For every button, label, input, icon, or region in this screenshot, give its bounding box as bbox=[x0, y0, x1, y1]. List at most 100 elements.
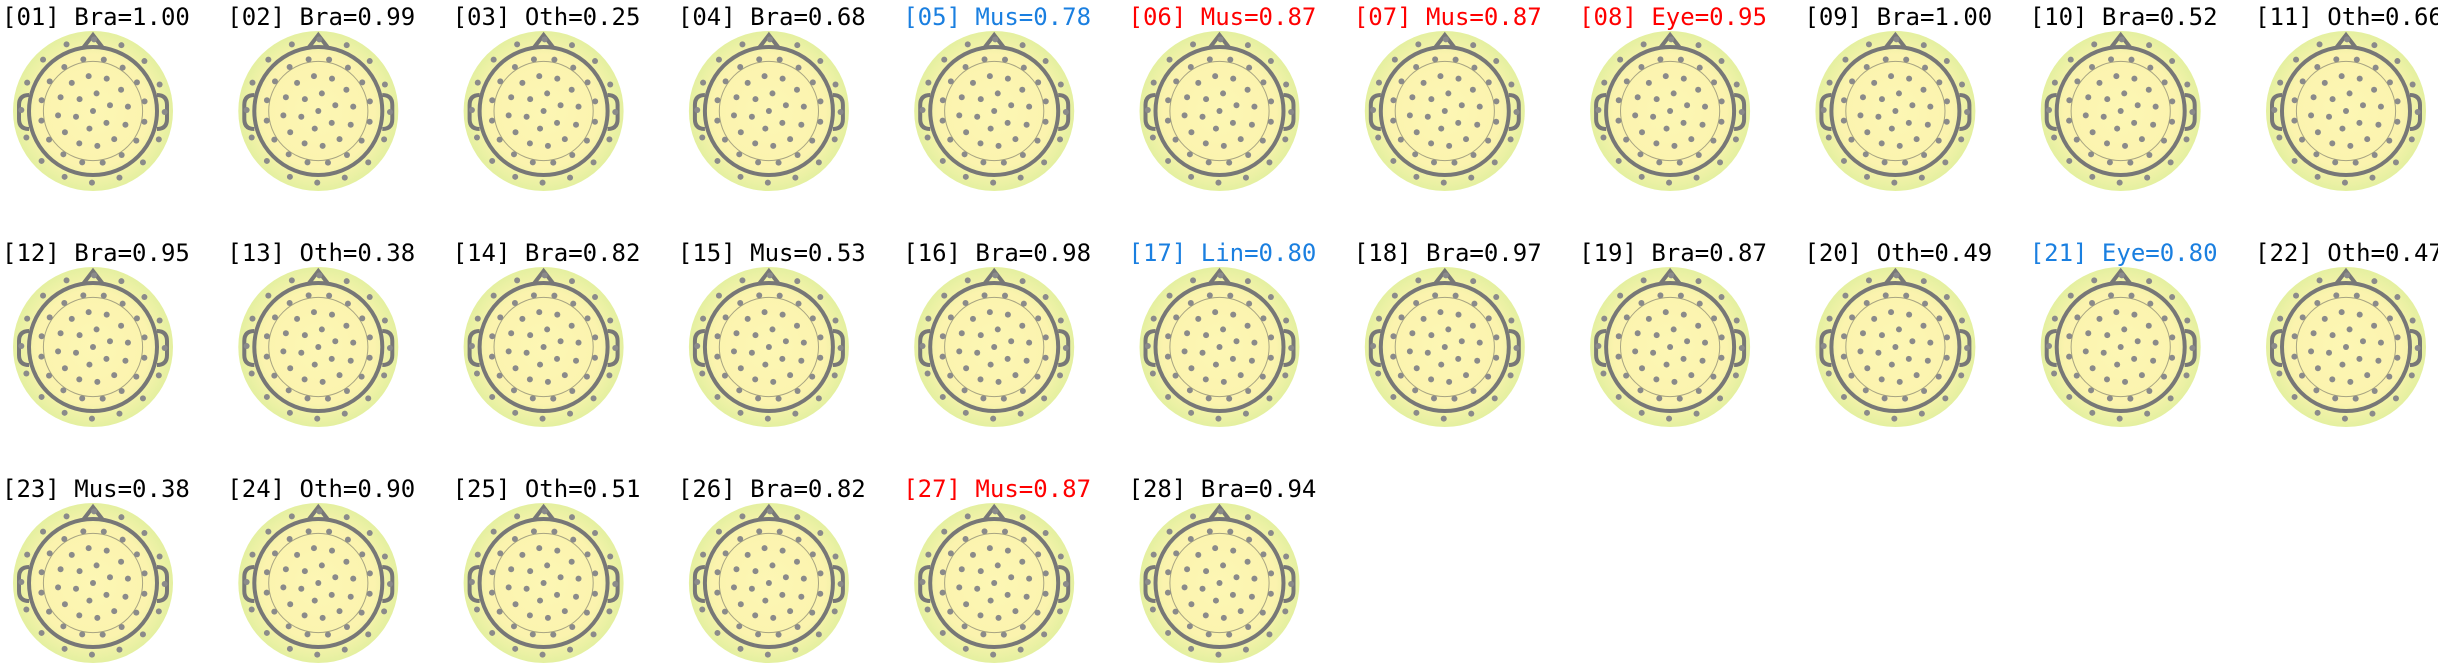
electrode bbox=[992, 508, 999, 515]
electrode bbox=[1840, 157, 1847, 164]
contour bbox=[718, 60, 820, 162]
electrode bbox=[1230, 311, 1237, 318]
electrode bbox=[939, 97, 946, 104]
electrode bbox=[1645, 315, 1652, 322]
electrode bbox=[343, 86, 350, 93]
electrode bbox=[769, 326, 776, 333]
electrode bbox=[755, 395, 762, 402]
electrode bbox=[1623, 314, 1630, 321]
electrode bbox=[1826, 79, 1833, 86]
electrode bbox=[1203, 568, 1210, 575]
electrode bbox=[366, 354, 373, 361]
electrode bbox=[765, 108, 772, 114]
electrode bbox=[301, 332, 308, 339]
electrode bbox=[1826, 315, 1833, 322]
electrode bbox=[1638, 173, 1645, 180]
electrode bbox=[986, 73, 993, 80]
electrode bbox=[995, 614, 1002, 621]
electrode bbox=[305, 528, 312, 535]
electrode bbox=[1840, 117, 1847, 124]
electrode bbox=[1670, 90, 1677, 97]
head-outline bbox=[477, 281, 610, 413]
electrode bbox=[714, 157, 721, 164]
left-ear bbox=[17, 565, 30, 603]
electrode bbox=[2414, 345, 2421, 352]
electrode bbox=[118, 558, 125, 565]
nose bbox=[81, 31, 105, 50]
electrode bbox=[939, 629, 946, 636]
electrode bbox=[285, 623, 292, 630]
electrode bbox=[554, 547, 561, 554]
electrode bbox=[1864, 129, 1871, 136]
component-label: [23] Mus=0.38 bbox=[2, 475, 190, 503]
electrode bbox=[332, 574, 339, 581]
electrode bbox=[1881, 395, 1888, 402]
electrode bbox=[1186, 387, 1193, 394]
electrode bbox=[539, 651, 546, 658]
electrode bbox=[343, 151, 350, 158]
head-outline bbox=[1153, 45, 1286, 177]
electrode bbox=[2359, 102, 2366, 109]
nose bbox=[532, 31, 556, 50]
electrode bbox=[770, 614, 777, 621]
electrode bbox=[1188, 409, 1195, 416]
electrode bbox=[490, 56, 497, 63]
electrode bbox=[817, 590, 824, 597]
electrode bbox=[2085, 330, 2092, 337]
electrode bbox=[510, 387, 517, 394]
electrode bbox=[473, 134, 480, 141]
head-outline bbox=[27, 45, 159, 177]
electrode bbox=[2103, 376, 2110, 383]
electrode bbox=[496, 608, 503, 615]
electrode bbox=[2066, 97, 2073, 104]
electrode bbox=[514, 513, 521, 520]
electrode bbox=[794, 623, 801, 630]
electrode bbox=[752, 332, 759, 339]
electrode bbox=[798, 593, 805, 600]
electrode bbox=[1206, 528, 1213, 535]
electrode bbox=[2293, 292, 2300, 299]
electrode bbox=[1173, 550, 1180, 557]
electrode bbox=[1002, 56, 1009, 63]
electrode bbox=[139, 631, 146, 638]
electrode bbox=[1190, 41, 1197, 48]
electrode bbox=[288, 277, 295, 284]
nose bbox=[982, 267, 1006, 286]
electrode bbox=[2293, 56, 2300, 63]
electrode bbox=[2356, 355, 2363, 362]
electrode bbox=[510, 151, 517, 158]
electrode bbox=[1446, 378, 1453, 385]
electrode bbox=[1507, 372, 1514, 379]
electrode bbox=[1390, 353, 1397, 360]
electrode bbox=[2371, 322, 2378, 329]
topomap bbox=[238, 503, 399, 663]
electrode bbox=[529, 631, 536, 638]
electrode bbox=[1428, 376, 1435, 383]
electrode bbox=[2310, 330, 2317, 337]
electrode bbox=[366, 58, 373, 65]
electrode bbox=[782, 102, 789, 109]
electrode bbox=[1717, 159, 1724, 166]
electrode bbox=[1710, 373, 1717, 380]
topomap bbox=[1815, 267, 1976, 427]
electrode bbox=[141, 334, 148, 341]
electrode bbox=[764, 179, 771, 186]
electrode bbox=[86, 125, 93, 132]
electrode bbox=[2314, 409, 2321, 416]
electrode bbox=[2147, 300, 2154, 307]
electrode bbox=[527, 568, 534, 575]
electrode bbox=[1820, 106, 1827, 113]
electrode bbox=[326, 528, 333, 535]
electrode bbox=[93, 326, 100, 333]
electrode bbox=[1615, 333, 1622, 340]
electrode bbox=[1245, 623, 1252, 630]
electrode bbox=[2144, 410, 2151, 417]
electrode bbox=[962, 64, 969, 71]
electrode bbox=[1165, 333, 1172, 340]
nose bbox=[1207, 503, 1232, 522]
electrode bbox=[567, 646, 574, 653]
electrode bbox=[90, 108, 96, 114]
electrode bbox=[106, 102, 113, 109]
electrode bbox=[310, 73, 317, 80]
electrode bbox=[365, 159, 372, 166]
